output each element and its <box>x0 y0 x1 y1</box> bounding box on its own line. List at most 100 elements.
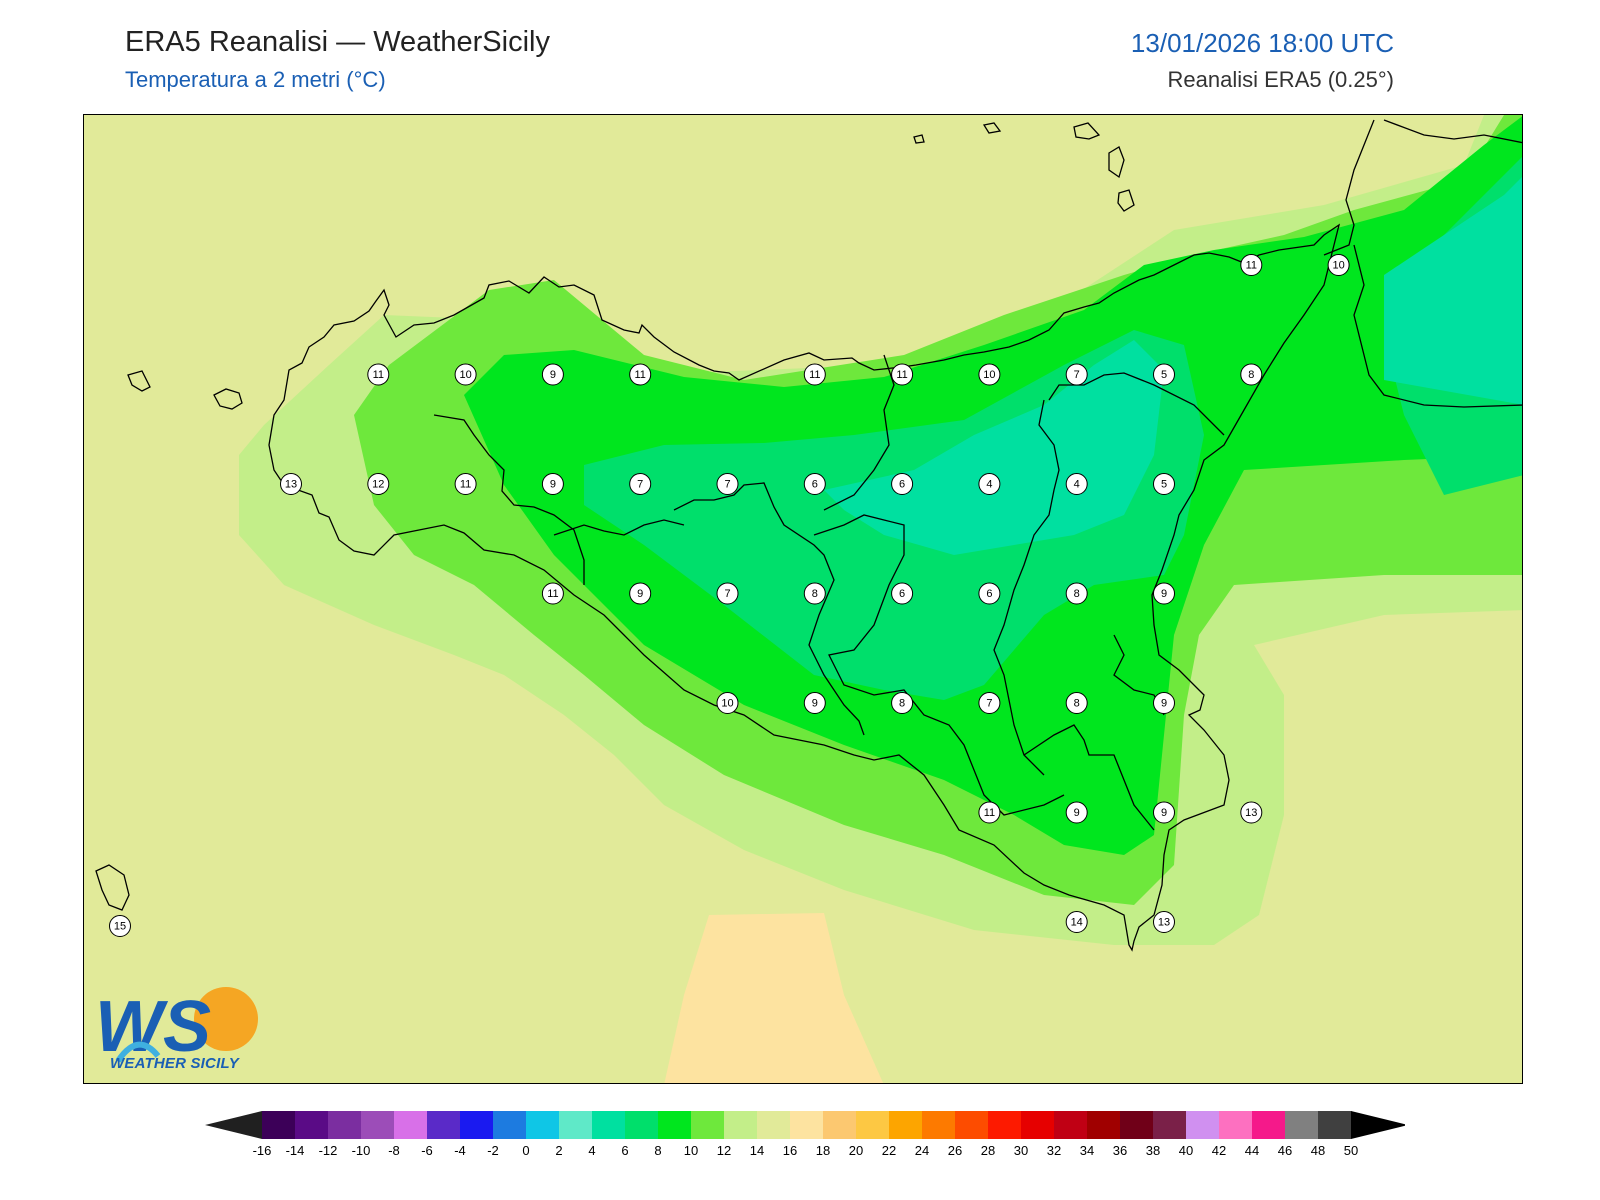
station-marker: 10 <box>454 363 477 386</box>
station-marker: 11 <box>1240 254 1263 276</box>
island-salina <box>1073 122 1101 140</box>
station-marker: 11 <box>629 363 652 386</box>
colorbar-swatch <box>1120 1111 1154 1139</box>
colorbar-tick-label: -2 <box>487 1143 499 1158</box>
colorbar-tick-label: 0 <box>522 1143 529 1158</box>
station-value: 8 <box>1074 588 1080 600</box>
sicily-coast <box>268 223 1341 952</box>
station-circle <box>367 473 390 495</box>
island-lipari <box>1108 146 1125 179</box>
colorbar-swatch <box>1054 1111 1088 1139</box>
station-value: 10 <box>983 369 995 381</box>
station-marker: 9 <box>1153 801 1175 824</box>
colorbar-tick-label: 34 <box>1080 1143 1094 1158</box>
station-circle <box>803 363 826 386</box>
province-border-trapani <box>433 414 585 585</box>
station-circle <box>1065 692 1088 714</box>
province-border-messina <box>1048 372 1225 436</box>
band-16-18 <box>664 913 884 1083</box>
island-alicudi <box>982 122 1002 134</box>
station-circle <box>1240 254 1263 276</box>
colorbar-tick-label: -16 <box>253 1143 272 1158</box>
station-value: 4 <box>986 479 992 491</box>
station-value: 9 <box>550 369 556 381</box>
station-circle <box>1065 582 1088 605</box>
station-marker: 9 <box>541 363 564 386</box>
colorbar-tick-label: 28 <box>981 1143 995 1158</box>
station-circle <box>803 582 826 605</box>
colorbar-swatch <box>526 1111 560 1139</box>
province-border-agrigento <box>553 519 685 536</box>
station-marker: 15 <box>109 915 131 937</box>
colorbar-tick-label: 36 <box>1113 1143 1127 1158</box>
station-marker: 14 <box>1065 911 1088 933</box>
station-value: 7 <box>986 698 992 710</box>
station-value: 8 <box>899 698 905 710</box>
station-marker: 11 <box>541 582 564 605</box>
colorbar-swatch <box>922 1111 956 1139</box>
station-circle <box>629 582 652 605</box>
station-circle <box>716 692 739 714</box>
colorbar: -16 -14 -12 -10 -8 -6 -4 -2 0 2 4 6 8 10 12 14 16 18 20 22 2… <box>205 1111 1405 1158</box>
colorbar-tick-label: -8 <box>388 1143 400 1158</box>
province-border-palermo <box>673 482 865 736</box>
colorbar-tick-label: 40 <box>1179 1143 1193 1158</box>
colorbar-swatch <box>394 1111 428 1139</box>
station-value: 11 <box>547 588 558 600</box>
station-marker: 13 <box>1153 911 1175 933</box>
station-circle <box>109 915 131 937</box>
station-circle <box>891 473 914 495</box>
station-circle <box>803 473 826 495</box>
calabria-coast-3 <box>1383 119 1522 144</box>
station-value: 11 <box>460 479 471 491</box>
station-circle <box>629 473 652 495</box>
station-circle <box>541 582 564 605</box>
station-value: 11 <box>809 369 820 381</box>
map-title: ERA5 Reanalisi — WeatherSicily <box>125 26 550 58</box>
station-value: 7 <box>724 588 730 600</box>
colorbar-swatch <box>790 1111 824 1139</box>
colorbar-swatch <box>691 1111 725 1139</box>
station-marker: 13 <box>280 473 302 495</box>
station-value: 7 <box>637 479 643 491</box>
colorbar-tick-label: 26 <box>948 1143 962 1158</box>
station-marker: 7 <box>716 582 739 605</box>
station-marker: 11 <box>803 363 826 386</box>
station-circle <box>367 363 390 386</box>
station-circle <box>1065 473 1088 495</box>
station-value: 7 <box>1074 369 1080 381</box>
colorbar-tick-label: 10 <box>684 1143 698 1158</box>
station-circle <box>1153 801 1175 824</box>
calabria-coast-2 <box>1353 244 1522 408</box>
station-circle <box>1065 911 1088 933</box>
station-circle <box>454 363 477 386</box>
colorbar-swatch <box>1186 1111 1220 1139</box>
colorbar-under-arrow <box>205 1111 262 1139</box>
station-marker: 7 <box>716 473 739 495</box>
island-pantelleria <box>95 864 130 911</box>
colorbar-swatch <box>1252 1111 1286 1139</box>
station-marker: 7 <box>978 692 1001 714</box>
colorbar-tick-label: 4 <box>588 1143 595 1158</box>
colorbar-swatch <box>724 1111 758 1139</box>
station-marker: 10 <box>716 692 739 714</box>
station-value: 6 <box>899 588 905 600</box>
station-markers: 11 10 9 11 11 11 10 7 5 8 13 12 11 9 7 7 6 6 4 4 5 11 9 7 8 6 6 8 9 1… <box>109 254 1350 937</box>
station-circle <box>978 582 1001 605</box>
station-circle <box>978 363 1001 386</box>
station-marker: 6 <box>891 582 914 605</box>
station-marker: 11 <box>367 363 390 386</box>
colorbar-tick-label: -4 <box>454 1143 466 1158</box>
station-value: 6 <box>899 479 905 491</box>
station-marker: 7 <box>1065 363 1088 386</box>
station-circle <box>1153 692 1175 714</box>
station-value: 12 <box>372 479 384 491</box>
colorbar-swatch <box>823 1111 857 1139</box>
colorbar-tick-label: -6 <box>421 1143 433 1158</box>
colorbar-swatch <box>559 1111 593 1139</box>
colorbar-tick-label: 2 <box>555 1143 562 1158</box>
colorbar-tick-label: 32 <box>1047 1143 1061 1158</box>
station-marker: 5 <box>1153 363 1175 386</box>
station-circle <box>1153 473 1175 495</box>
station-marker: 6 <box>978 582 1001 605</box>
